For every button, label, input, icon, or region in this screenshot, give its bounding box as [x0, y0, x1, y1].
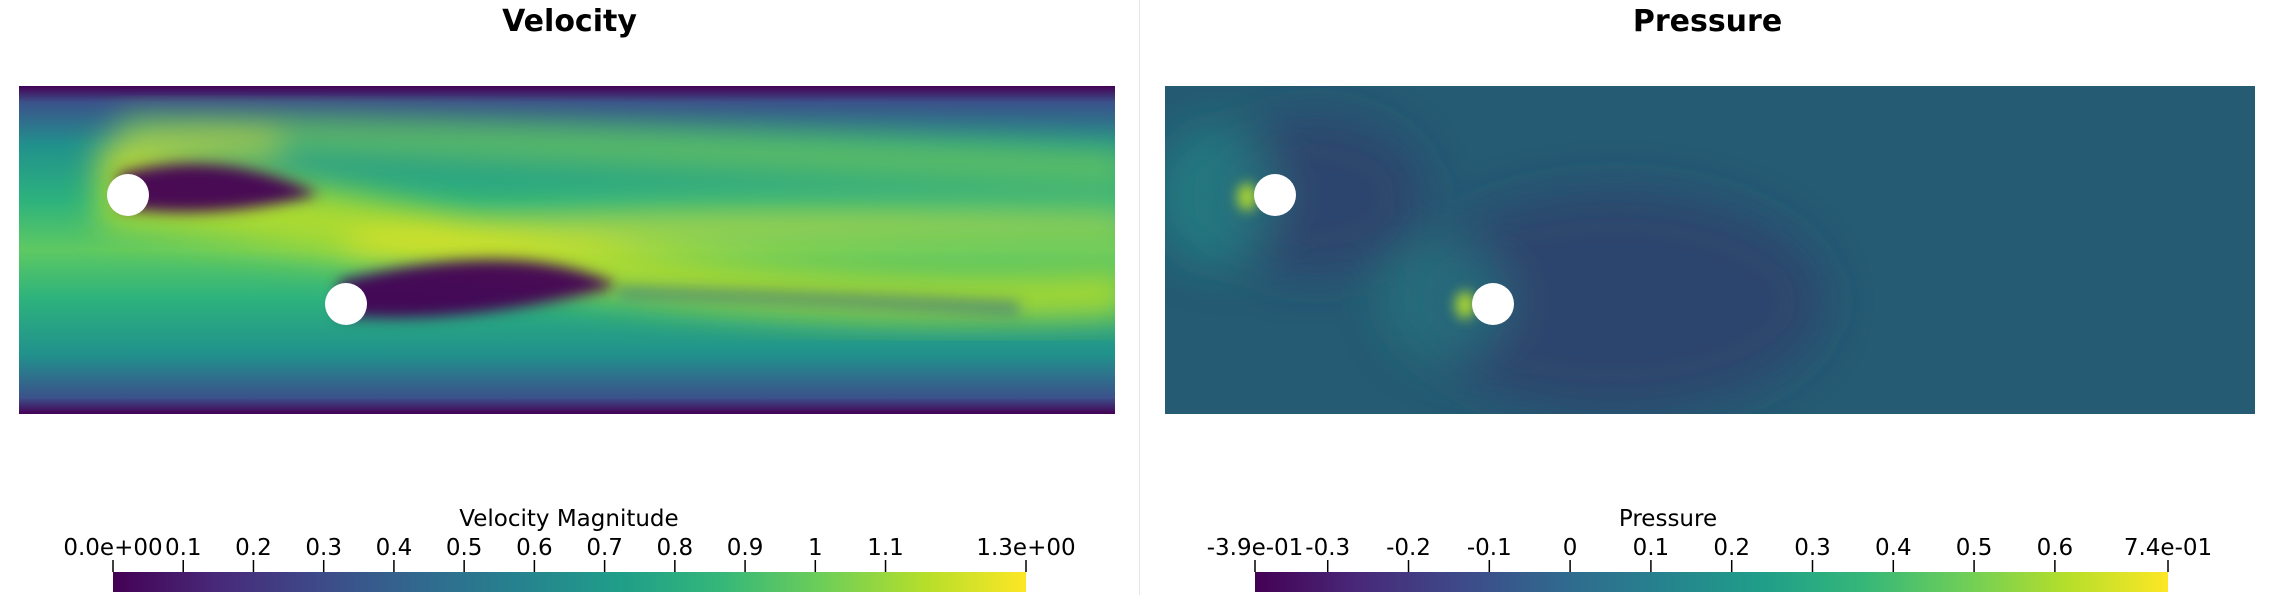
pressure-panel: Pressure — [1140, 0, 2275, 595]
colorbar-tick-label: 0.7 — [586, 535, 623, 561]
colorbar-tick-label: 0.5 — [1956, 535, 1993, 561]
colorbar-tick-label: 0.8 — [657, 535, 694, 561]
colorbar-tick-label: 7.4e-01 — [2124, 535, 2212, 561]
colorbar-tick-label: 0.2 — [235, 535, 272, 561]
colorbar-tick-label: -3.9e-01 — [1207, 535, 1304, 561]
cylinder-1 — [107, 174, 149, 216]
pressure-colorbar-title: Pressure — [1619, 506, 1717, 532]
colorbar-tick-label: 0.5 — [446, 535, 483, 561]
panel-divider — [1139, 0, 1140, 595]
cylinder-1 — [1254, 174, 1296, 216]
colorbar-tick-label: 1 — [808, 535, 823, 561]
pressure-colorbar-gradient — [1255, 572, 2168, 592]
colorbar-tick-label: 0.3 — [305, 535, 342, 561]
colorbar-tick-label: 0.4 — [376, 535, 413, 561]
velocity-field-svg — [19, 86, 1115, 414]
colorbar-tick-label: 0.6 — [516, 535, 553, 561]
colorbar-tick-label: 1.1 — [867, 535, 904, 561]
velocity-colorbar: Velocity Magnitude 0.0e+00 0.1 0.2 0.3 0.4 0.… — [0, 500, 1139, 595]
cylinder-2 — [1472, 283, 1514, 325]
velocity-colorbar-gradient — [113, 572, 1026, 592]
colorbar-tick-label: 0.9 — [727, 535, 764, 561]
velocity-colorbar-svg: Velocity Magnitude 0.0e+00 0.1 0.2 0.3 0.4 0.… — [63, 506, 1076, 592]
colorbar-tick-label: 0.1 — [1633, 535, 1670, 561]
cylinder-2 — [325, 283, 367, 325]
colorbar-tick-label: 0.6 — [2037, 535, 2074, 561]
pressure-field — [1165, 86, 2255, 414]
velocity-field — [19, 86, 1115, 414]
colorbar-tick-label: -0.1 — [1467, 535, 1512, 561]
pressure-title: Pressure — [1632, 4, 1783, 39]
colorbar-tick-label: 0.0e+00 — [63, 535, 162, 561]
velocity-panel: Velocity — [0, 4, 1139, 595]
colorbar-tick-label: 0.1 — [165, 535, 202, 561]
pressure-colorbar: Pressure -3.9e-01 -0.3 -0.2 -0.1 0 0.1 0.2 0.3 0… — [1140, 500, 2275, 595]
colorbar-tick-label: 0 — [1563, 535, 1578, 561]
velocity-title: Velocity — [502, 4, 637, 39]
colorbar-tick-label: 1.3e+00 — [976, 535, 1075, 561]
colorbar-tick-label: -0.3 — [1305, 535, 1350, 561]
velocity-colorbar-title: Velocity Magnitude — [459, 506, 678, 532]
pressure-colorbar-svg: Pressure -3.9e-01 -0.3 -0.2 -0.1 0 0.1 0.2 0.3 0… — [1207, 506, 2212, 592]
colorbar-tick-label: -0.2 — [1386, 535, 1431, 561]
pressure-field-svg — [1165, 86, 2255, 414]
colorbar-tick-label: 0.4 — [1875, 535, 1912, 561]
colorbar-tick-label: 0.3 — [1794, 535, 1831, 561]
colorbar-tick-label: 0.2 — [1713, 535, 1750, 561]
